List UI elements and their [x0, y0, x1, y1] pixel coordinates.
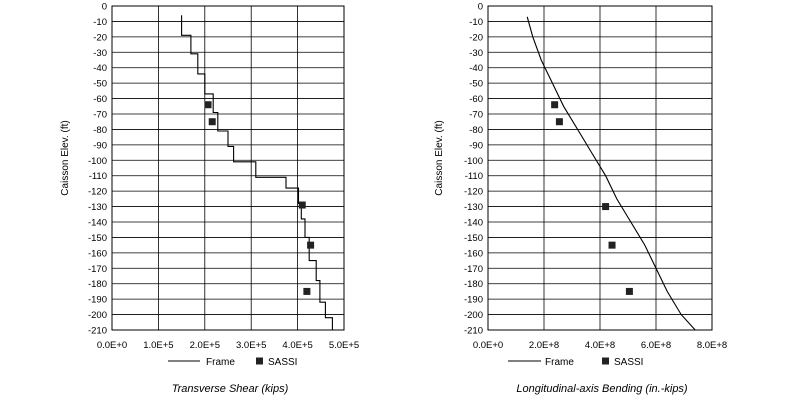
sassi-point: [625, 287, 633, 295]
frame-series-line: [526, 16, 696, 331]
chart-transverse-shear: 0 -10 -20 -30 -40 -50 -60 -70 -80 -90 -100 -110 -120…: [60, 2, 359, 396]
x-tick-label: 5.0E+5: [329, 340, 359, 351]
legend-frame-label: Frame: [545, 357, 574, 368]
sassi-point: [307, 241, 315, 249]
x-axis-title: Longitudinal-axis Bending (in.-kips): [516, 383, 688, 395]
plot-area: [111, 5, 345, 331]
y-tick-label: -150: [464, 233, 483, 244]
y-tick-label: -50: [93, 79, 107, 90]
plot-area: [487, 5, 713, 331]
y-tick-label: -100: [464, 156, 483, 167]
legend-sassi-swatch: [602, 357, 609, 365]
y-tick-label: -10: [469, 17, 483, 28]
sassi-point: [551, 101, 559, 109]
sassi-point: [608, 241, 616, 249]
x-tick-label: 8.0E+8: [697, 340, 727, 351]
x-tick-label: 4.0E+5: [282, 340, 312, 351]
y-tick-label: -60: [93, 94, 107, 105]
chart-longitudinal-bending: 0 -10 -20 -30 -40 -50 -60 -70 -80 -90 -100 -110 -120…: [434, 2, 727, 396]
y-tick-label: -160: [464, 248, 483, 259]
y-tick-label: -110: [465, 171, 483, 182]
y-tick-label: -90: [93, 140, 107, 151]
y-axis-title: Caisson Elev. (ft): [60, 120, 71, 195]
x-tick-label: 6.0E+8: [641, 340, 671, 351]
y-tick-label: -30: [93, 48, 107, 59]
y-tick-label: -90: [469, 140, 483, 151]
y-tick-label: -30: [469, 48, 483, 59]
y-tick-label: -140: [88, 218, 107, 229]
sassi-point: [303, 287, 311, 295]
sassi-point: [208, 118, 216, 126]
sassi-point: [602, 203, 610, 211]
sassi-point: [298, 201, 306, 209]
y-tick-label: -170: [464, 264, 483, 275]
x-tick-label: 3.0E+5: [236, 340, 266, 351]
y-tick-label: -190: [464, 295, 483, 306]
legend-frame-label: Frame: [206, 357, 235, 368]
y-tick-label: -180: [88, 279, 107, 290]
y-tick-label: -80: [93, 125, 107, 136]
y-tick-label: 0: [478, 2, 483, 13]
y-tick-label: -50: [469, 79, 483, 90]
x-axis-title: Transverse Shear (kips): [172, 383, 289, 395]
y-tick-label: -20: [469, 32, 483, 43]
x-tick-label: 4.0E+8: [585, 340, 615, 351]
y-tick-label: -140: [464, 218, 483, 229]
y-tick-label: -200: [88, 310, 107, 321]
y-tick-label: -100: [88, 156, 107, 167]
legend-sassi-label: SASSI: [268, 357, 297, 368]
y-tick-label: -70: [469, 110, 483, 121]
y-tick-label: -200: [464, 310, 483, 321]
sassi-point: [204, 101, 212, 109]
y-tick-label: -80: [469, 125, 483, 136]
y-tick-label: -130: [464, 202, 483, 213]
x-tick-label: 0.0E+0: [473, 340, 503, 351]
y-tick-label: 0: [102, 2, 107, 13]
y-tick-label: -70: [93, 110, 107, 121]
y-tick-label: -120: [88, 187, 107, 198]
x-tick-label: 0.0E+0: [97, 340, 127, 351]
legend-sassi-swatch: [256, 357, 263, 365]
y-tick-label: -20: [93, 32, 107, 43]
x-tick-label: 1.0E+5: [143, 340, 173, 351]
x-tick-label: 2.0E+5: [190, 340, 220, 351]
y-tick-label: -40: [93, 63, 107, 74]
y-tick-label: -150: [88, 233, 107, 244]
y-tick-label: -210: [88, 326, 107, 337]
legend-sassi-label: SASSI: [614, 357, 643, 368]
y-tick-label: -190: [88, 295, 107, 306]
y-tick-label: -160: [88, 248, 107, 259]
y-tick-label: -130: [88, 202, 107, 213]
y-tick-label: -110: [89, 171, 107, 182]
y-tick-label: -10: [93, 17, 107, 28]
y-axis-title: Caisson Elev. (ft): [434, 120, 445, 195]
x-tick-label: 2.0E+8: [529, 340, 559, 351]
y-tick-label: -120: [464, 187, 483, 198]
y-tick-label: -170: [88, 264, 107, 275]
frame-series-line: [181, 15, 333, 330]
y-tick-label: -60: [469, 94, 483, 105]
y-tick-label: -40: [469, 63, 483, 74]
sassi-point: [555, 118, 563, 126]
y-tick-label: -210: [464, 326, 483, 337]
y-tick-label: -180: [464, 279, 483, 290]
